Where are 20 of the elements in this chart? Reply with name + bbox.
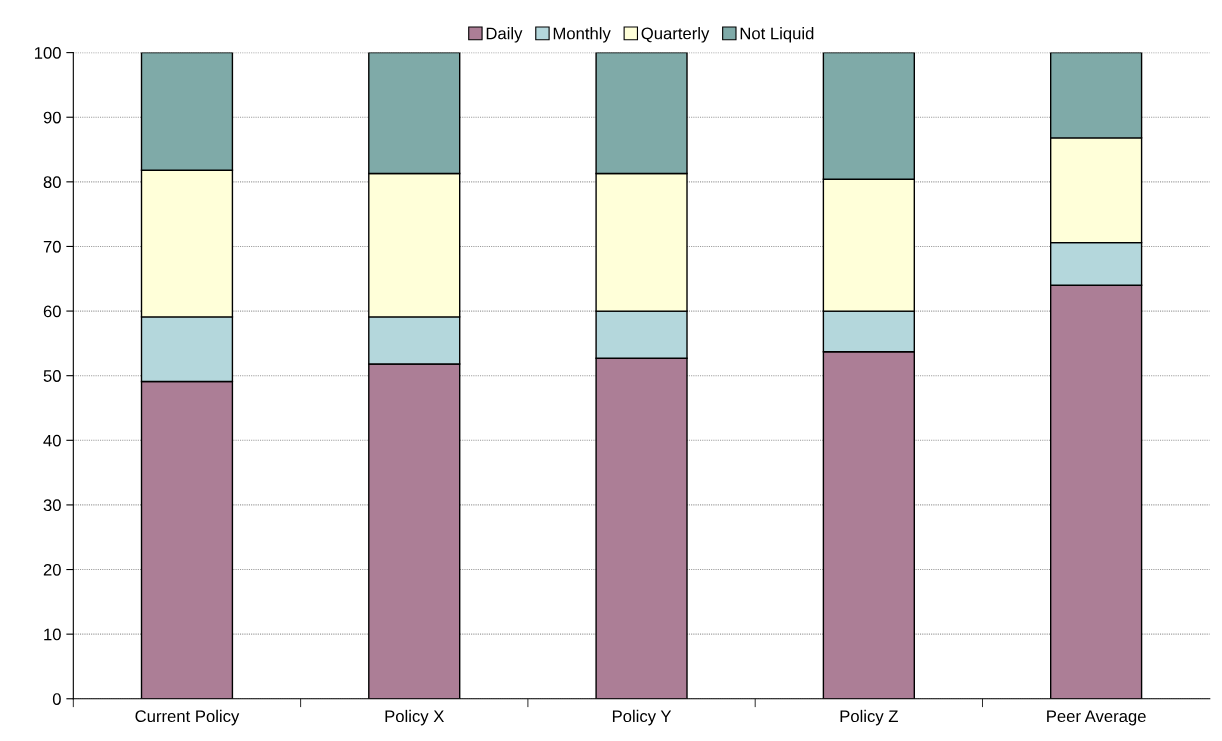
- y-tick-label: 10: [44, 628, 61, 641]
- y-tick-label: 0: [52, 693, 61, 705]
- x-tick-label: Policy X: [385, 709, 445, 726]
- y-tick-label: 50: [43, 370, 61, 382]
- x-tick-label: Peer Average: [1047, 710, 1146, 726]
- legend-label: Daily: [486, 27, 523, 43]
- y-tick-label: 30: [43, 499, 61, 512]
- legend-label: Not Liquid: [740, 27, 814, 43]
- x-tick-label: Policy Z: [840, 709, 898, 726]
- y-tick-label: 60: [43, 305, 61, 318]
- y-tick-label: 40: [43, 434, 61, 447]
- y-tick-label: 100: [34, 47, 61, 59]
- y-tick-label: 70: [43, 240, 61, 253]
- x-tick-label: Current Policy: [135, 709, 240, 726]
- x-tick-label: Policy Y: [612, 709, 672, 726]
- y-tick-label: 90: [43, 111, 61, 124]
- legend-label: Quarterly: [641, 27, 710, 43]
- legend-label: Monthly: [553, 27, 611, 43]
- y-tick-label: 20: [43, 563, 61, 576]
- y-tick-label: 80: [43, 176, 61, 189]
